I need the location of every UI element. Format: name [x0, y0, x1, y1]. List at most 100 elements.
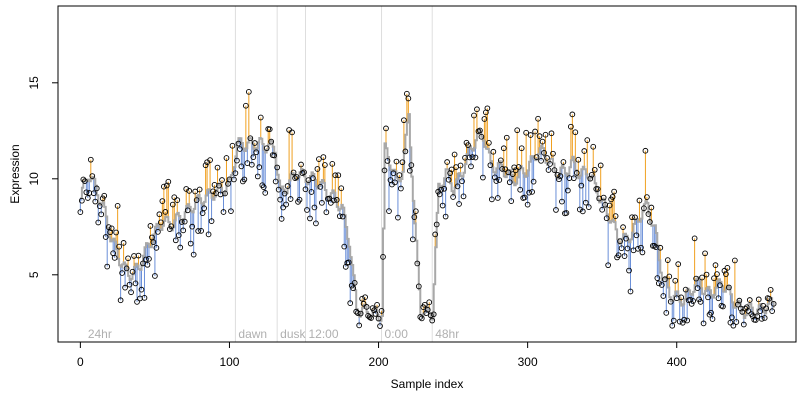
data-point — [274, 164, 281, 171]
data-point — [415, 283, 422, 290]
data-point — [730, 322, 737, 329]
data-point — [277, 196, 283, 203]
data-point — [542, 131, 549, 138]
data-point — [551, 167, 558, 173]
data-point — [143, 256, 149, 263]
data-point — [658, 282, 665, 288]
data-point — [195, 228, 201, 234]
data-point — [163, 182, 170, 189]
data-point — [746, 297, 753, 303]
data-point — [502, 166, 509, 173]
y-tick-label: 5 — [27, 271, 41, 278]
data-point — [681, 316, 688, 323]
data-point — [496, 177, 503, 183]
data-point — [350, 285, 357, 292]
data-point — [132, 280, 139, 287]
data-point — [298, 161, 304, 168]
data-point — [101, 192, 108, 199]
data-point — [308, 189, 315, 195]
data-point — [152, 273, 158, 279]
data-point — [122, 284, 128, 291]
x-tick-label: 100 — [219, 355, 239, 369]
data-point — [612, 213, 619, 219]
data-point — [532, 128, 538, 135]
data-point — [472, 154, 479, 161]
data-point — [726, 284, 732, 291]
data-point — [503, 134, 510, 141]
data-point — [471, 112, 477, 119]
data-point — [330, 197, 337, 204]
data-point — [158, 219, 164, 226]
data-point — [727, 319, 734, 326]
data-point — [585, 204, 592, 210]
data-point — [690, 298, 696, 304]
data-point — [390, 170, 397, 177]
data-point — [438, 186, 445, 193]
data-point — [253, 149, 260, 156]
data-point — [660, 293, 667, 299]
data-point — [392, 179, 398, 186]
data-point — [243, 102, 249, 109]
data-point — [172, 237, 179, 244]
data-point — [669, 322, 676, 329]
data-point — [571, 175, 577, 182]
data-point — [717, 282, 723, 289]
data-point — [430, 311, 437, 318]
data-point — [339, 213, 346, 220]
x-tick-label: 300 — [518, 355, 538, 369]
data-point — [98, 211, 105, 218]
data-point — [155, 229, 161, 235]
phase-label: 12:00 — [308, 327, 338, 341]
data-point — [529, 189, 535, 195]
data-point — [723, 271, 729, 277]
data-point — [594, 186, 601, 192]
data-point — [605, 262, 611, 269]
data-point — [527, 132, 534, 138]
data-point — [736, 297, 743, 304]
data-point — [205, 231, 212, 238]
data-point — [636, 197, 643, 204]
data-point — [644, 194, 650, 200]
data-point — [87, 156, 94, 163]
data-point — [481, 116, 488, 122]
data-point — [180, 227, 187, 234]
data-point — [399, 159, 406, 166]
data-point — [581, 148, 588, 154]
data-point — [161, 183, 167, 190]
data-point — [460, 193, 467, 200]
data-point — [556, 176, 562, 183]
data-point — [232, 170, 239, 177]
data-point — [320, 154, 327, 160]
data-point — [588, 171, 595, 178]
data-point — [654, 275, 661, 281]
data-point — [83, 189, 90, 196]
data-point — [79, 197, 85, 204]
data-point — [651, 243, 658, 249]
data-point — [547, 161, 553, 167]
data-point — [454, 183, 461, 190]
data-point — [693, 275, 699, 282]
data-point — [487, 162, 494, 169]
data-point — [745, 308, 752, 314]
data-point — [314, 166, 321, 172]
data-point — [319, 199, 325, 206]
data-point — [292, 175, 298, 181]
data-point — [433, 221, 440, 228]
data-point — [168, 223, 175, 230]
data-point — [95, 219, 102, 226]
data-point — [186, 188, 193, 194]
data-point — [620, 224, 626, 231]
data-point — [763, 305, 770, 312]
data-point — [289, 129, 295, 136]
x-tick-label: 400 — [667, 355, 687, 369]
data-point — [316, 156, 322, 162]
data-point — [600, 194, 607, 201]
data-point — [557, 173, 564, 180]
data-point — [590, 143, 597, 150]
data-point — [694, 285, 701, 292]
data-point — [290, 169, 297, 176]
data-point — [758, 315, 765, 322]
data-point — [332, 172, 339, 179]
data-point — [697, 299, 704, 305]
data-point — [494, 195, 501, 201]
